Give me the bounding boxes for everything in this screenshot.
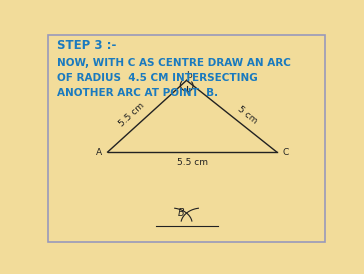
Text: 5.5 cm: 5.5 cm <box>117 101 146 129</box>
Text: C: C <box>282 148 288 156</box>
Text: B: B <box>178 208 184 218</box>
Text: STEP 3 :-: STEP 3 :- <box>57 39 116 52</box>
Text: b: b <box>186 71 192 79</box>
Text: NOW, WITH C AS CENTRE DRAW AN ARC
OF RADIUS  4.5 CM INTERSECTING
ANOTHER ARC AT : NOW, WITH C AS CENTRE DRAW AN ARC OF RAD… <box>57 58 291 98</box>
Text: A: A <box>96 148 102 156</box>
Text: 5.5 cm: 5.5 cm <box>177 158 208 167</box>
Text: 5 cm: 5 cm <box>236 105 259 126</box>
